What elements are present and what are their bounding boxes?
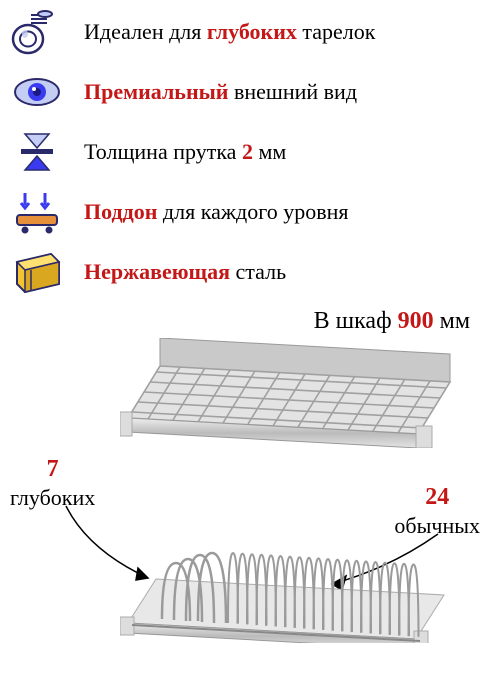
cabinet-value: 900: [398, 308, 434, 334]
feature-post: внешний вид: [228, 79, 357, 104]
feature-highlight: глубоких: [207, 19, 297, 44]
tray-icon: [10, 188, 64, 236]
regular-count: 24: [425, 484, 449, 510]
product-diagram: В шкаф 900 мм: [0, 308, 500, 688]
feature-text-1: Премиальный внешний вид: [84, 78, 357, 107]
feature-pre: Толщина прутка: [84, 139, 242, 164]
feature-highlight: Нержавеющая: [84, 259, 230, 284]
feature-row-0: Идеален для глубоких тарелок: [10, 8, 490, 56]
feature-text-3: Поддон для каждого уровня: [84, 198, 348, 227]
cabinet-pre: В шкаф: [314, 308, 398, 334]
feature-row-2: Толщина прутка 2 мм: [10, 128, 490, 176]
eye-icon: [10, 68, 64, 116]
deep-count: 7: [47, 456, 59, 482]
feature-pre: Идеален для: [84, 19, 207, 44]
cabinet-post: мм: [434, 308, 470, 334]
plates-icon: [10, 8, 64, 56]
feature-text-2: Толщина прутка 2 мм: [84, 138, 286, 167]
thickness-icon: [10, 128, 64, 176]
feature-post: тарелок: [297, 19, 376, 44]
cabinet-size-label: В шкаф 900 мм: [314, 308, 470, 335]
feature-row-4: Нержавеющая сталь: [10, 248, 490, 296]
feature-text-4: Нержавеющая сталь: [84, 258, 286, 287]
feature-post: мм: [253, 139, 286, 164]
feature-row-3: Поддон для каждого уровня: [10, 188, 490, 236]
feature-highlight: 2: [242, 139, 253, 164]
steel-icon: [10, 248, 64, 296]
feature-text-0: Идеален для глубоких тарелок: [84, 18, 375, 47]
dish-rack-bottom: [120, 523, 460, 643]
feature-post: для каждого уровня: [157, 199, 348, 224]
feature-highlight: Поддон: [84, 199, 157, 224]
dish-rack-top: [120, 338, 460, 448]
feature-highlight: Премиальный: [84, 79, 228, 104]
feature-post: сталь: [230, 259, 286, 284]
feature-list: Идеален для глубоких тарелок Премиальный …: [0, 0, 500, 296]
feature-row-1: Премиальный внешний вид: [10, 68, 490, 116]
